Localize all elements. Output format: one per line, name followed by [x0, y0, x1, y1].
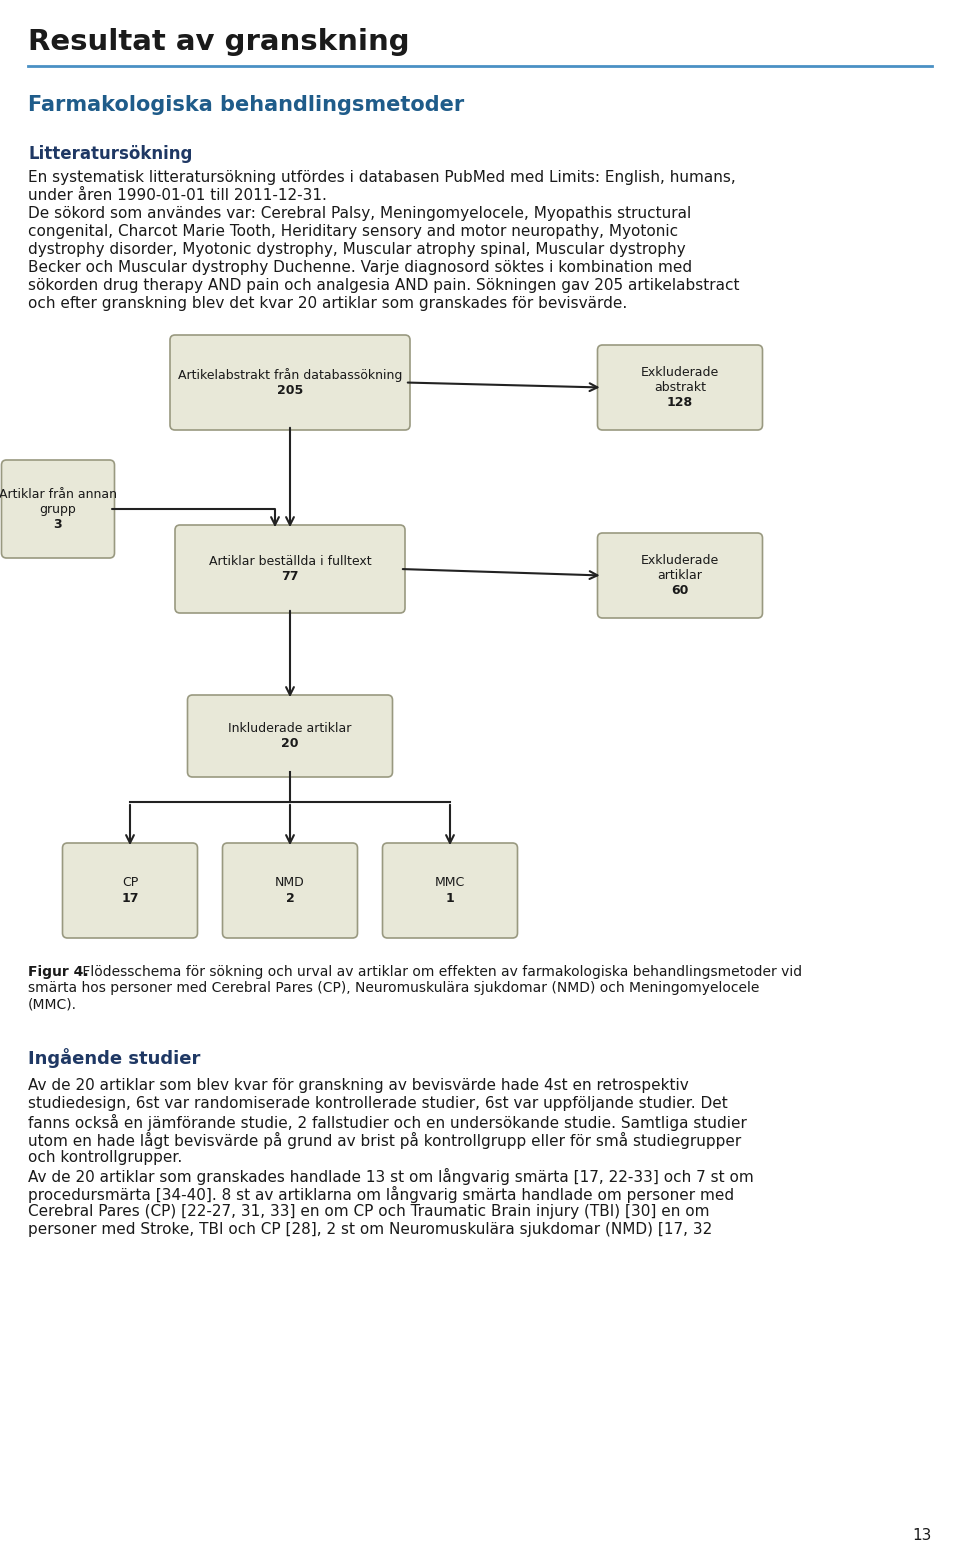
- Text: Artikelabstrakt från databassökning: Artikelabstrakt från databassökning: [178, 368, 402, 382]
- FancyBboxPatch shape: [597, 345, 762, 430]
- Text: och kontrollgrupper.: och kontrollgrupper.: [28, 1150, 182, 1166]
- Text: Becker och Muscular dystrophy Duchenne. Varje diagnosord söktes i kombination me: Becker och Muscular dystrophy Duchenne. …: [28, 261, 692, 275]
- Text: dystrophy disorder, Myotonic dystrophy, Muscular atrophy spinal, Muscular dystro: dystrophy disorder, Myotonic dystrophy, …: [28, 242, 685, 258]
- FancyBboxPatch shape: [382, 843, 517, 937]
- Text: procedursmärta [34-40]. 8 st av artiklarna om långvarig smärta handlade om perso: procedursmärta [34-40]. 8 st av artiklar…: [28, 1186, 734, 1203]
- Text: (MMC).: (MMC).: [28, 996, 77, 1010]
- FancyBboxPatch shape: [223, 843, 357, 937]
- Text: Inkluderade artiklar: Inkluderade artiklar: [228, 722, 351, 736]
- FancyBboxPatch shape: [187, 695, 393, 778]
- Text: Exkluderade: Exkluderade: [641, 366, 719, 379]
- Text: Ingående studier: Ingående studier: [28, 1048, 201, 1068]
- Text: Artiklar beställda i fulltext: Artiklar beställda i fulltext: [208, 556, 372, 568]
- Text: sökorden drug therapy AND pain och analgesia AND pain. Sökningen gav 205 artikel: sökorden drug therapy AND pain och analg…: [28, 278, 739, 293]
- Text: 205: 205: [276, 383, 303, 396]
- Text: Cerebral Pares (CP) [22-27, 31, 33] en om CP och Traumatic Brain injury (TBI) [3: Cerebral Pares (CP) [22-27, 31, 33] en o…: [28, 1204, 709, 1218]
- Text: utom en hade lågt bevisvärde på grund av brist på kontrollgrupp eller för små st: utom en hade lågt bevisvärde på grund av…: [28, 1131, 741, 1148]
- FancyBboxPatch shape: [62, 843, 198, 937]
- Text: En systematisk litteratursökning utfördes i databasen PubMed med Limits: English: En systematisk litteratursökning utförde…: [28, 171, 735, 185]
- Text: personer med Stroke, TBI och CP [28], 2 st om Neuromuskulära sjukdomar (NMD) [17: personer med Stroke, TBI och CP [28], 2 …: [28, 1221, 712, 1237]
- Text: och efter granskning blev det kvar 20 artiklar som granskades för bevisvärde.: och efter granskning blev det kvar 20 ar…: [28, 296, 627, 310]
- Text: 3: 3: [54, 517, 62, 531]
- Text: Av de 20 artiklar som blev kvar för granskning av bevisvärde hade 4st en retrosp: Av de 20 artiklar som blev kvar för gran…: [28, 1079, 688, 1093]
- Text: 60: 60: [671, 584, 688, 598]
- Text: Resultat av granskning: Resultat av granskning: [28, 28, 410, 56]
- FancyBboxPatch shape: [170, 335, 410, 430]
- Text: 13: 13: [913, 1529, 932, 1543]
- Text: MMC: MMC: [435, 877, 466, 889]
- Text: fanns också en jämförande studie, 2 fallstudier och en undersökande studie. Samt: fanns också en jämförande studie, 2 fall…: [28, 1114, 747, 1131]
- Text: Flödesschema för sökning och urval av artiklar om effekten av farmakologiska beh: Flödesschema för sökning och urval av ar…: [78, 965, 803, 979]
- Text: studiedesign, 6st var randomiserade kontrollerade studier, 6st var uppföljande s: studiedesign, 6st var randomiserade kont…: [28, 1096, 728, 1111]
- Text: artiklar: artiklar: [658, 570, 703, 582]
- Text: Av de 20 artiklar som granskades handlade 13 st om långvarig smärta [17, 22-33] : Av de 20 artiklar som granskades handlad…: [28, 1169, 754, 1186]
- Text: under åren 1990-01-01 till 2011-12-31.: under åren 1990-01-01 till 2011-12-31.: [28, 188, 326, 203]
- FancyBboxPatch shape: [175, 525, 405, 613]
- Text: CP: CP: [122, 877, 138, 889]
- Text: NMD: NMD: [276, 877, 305, 889]
- Text: 20: 20: [281, 737, 299, 750]
- Text: Farmakologiska behandlingsmetoder: Farmakologiska behandlingsmetoder: [28, 95, 465, 115]
- Text: 77: 77: [281, 570, 299, 584]
- Text: Figur 4.: Figur 4.: [28, 965, 88, 979]
- Text: grupp: grupp: [39, 503, 77, 515]
- Text: 2: 2: [286, 891, 295, 905]
- Text: 1: 1: [445, 891, 454, 905]
- Text: Litteratursökning: Litteratursökning: [28, 144, 192, 163]
- FancyBboxPatch shape: [2, 459, 114, 559]
- Text: abstrakt: abstrakt: [654, 380, 706, 394]
- Text: 17: 17: [121, 891, 139, 905]
- Text: 128: 128: [667, 396, 693, 410]
- Text: Exkluderade: Exkluderade: [641, 554, 719, 566]
- Text: De sökord som användes var: Cerebral Palsy, Meningomyelocele, Myopathis structur: De sökord som användes var: Cerebral Pal…: [28, 206, 691, 220]
- Text: congenital, Charcot Marie Tooth, Heriditary sensory and motor neuropathy, Myoton: congenital, Charcot Marie Tooth, Heridit…: [28, 223, 678, 239]
- Text: Artiklar från annan: Artiklar från annan: [0, 487, 117, 500]
- FancyBboxPatch shape: [597, 532, 762, 618]
- Text: smärta hos personer med Cerebral Pares (CP), Neuromuskulära sjukdomar (NMD) och : smärta hos personer med Cerebral Pares (…: [28, 981, 759, 995]
